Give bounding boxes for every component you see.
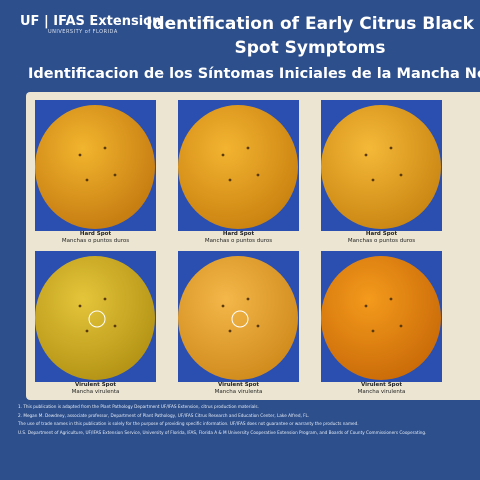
footer-line: The use of trade names in this publicati… bbox=[18, 421, 359, 426]
spot bbox=[221, 153, 225, 157]
photo-card: Virulent Spot Mancha virulenta bbox=[178, 251, 299, 396]
spot bbox=[228, 329, 232, 333]
fruit bbox=[178, 105, 298, 229]
spot bbox=[399, 173, 403, 177]
fruit bbox=[35, 105, 155, 229]
photo bbox=[178, 100, 299, 231]
fruit bbox=[178, 256, 298, 380]
spot bbox=[389, 146, 393, 150]
spot bbox=[103, 146, 107, 150]
spot bbox=[371, 329, 375, 333]
spot bbox=[78, 153, 82, 157]
spot bbox=[246, 297, 250, 301]
spot bbox=[228, 178, 232, 182]
fruit bbox=[321, 256, 441, 380]
spot bbox=[85, 178, 89, 182]
spot bbox=[364, 153, 368, 157]
photo-card: Virulent Spot Mancha virulenta bbox=[35, 251, 156, 396]
photo bbox=[321, 100, 442, 231]
subtitle: Identificacion de los Síntomas Iniciales… bbox=[28, 66, 480, 82]
caption-spanish: Manchas o puntos duros bbox=[204, 238, 273, 244]
spot bbox=[256, 173, 260, 177]
photo bbox=[35, 251, 156, 382]
photo bbox=[178, 251, 299, 382]
caption: Virulent Spot bbox=[217, 382, 260, 388]
spot bbox=[103, 297, 107, 301]
caption: Hard Spot bbox=[365, 231, 398, 237]
footer-line: 2. Megan M. Dewdney, associate professor… bbox=[18, 412, 310, 418]
photo-card: Hard Spot Manchas o puntos duros bbox=[35, 100, 156, 245]
spot bbox=[256, 324, 260, 328]
photo bbox=[35, 100, 156, 231]
highlight-ring bbox=[231, 310, 249, 328]
footer-line: 1. This publication is adapted from the … bbox=[18, 404, 259, 409]
spot bbox=[221, 304, 225, 308]
spot bbox=[389, 297, 393, 301]
photo-panel: Hard Spot Manchas o puntos duros Hard Spot… bbox=[26, 92, 480, 400]
photo-card: Hard Spot Manchas o puntos duros bbox=[178, 100, 299, 245]
spot bbox=[371, 178, 375, 182]
caption-spanish: Mancha virulenta bbox=[357, 389, 406, 395]
caption-spanish: Manchas o puntos duros bbox=[61, 238, 130, 244]
spot bbox=[246, 146, 250, 150]
caption: Hard Spot bbox=[79, 231, 112, 237]
spot bbox=[113, 324, 117, 328]
caption: Virulent Spot bbox=[360, 382, 403, 388]
spot bbox=[78, 304, 82, 308]
photo bbox=[321, 251, 442, 382]
title: Identification of Early Citrus Black Spo… bbox=[146, 14, 474, 58]
footer-line: U.S. Department of Agriculture, UF/IFAS … bbox=[18, 429, 427, 435]
caption: Virulent Spot bbox=[74, 382, 117, 388]
highlight-ring bbox=[88, 310, 106, 328]
logo: UF | IFAS Extension bbox=[20, 14, 162, 29]
caption: Hard Spot bbox=[222, 231, 255, 237]
fruit bbox=[321, 105, 441, 229]
caption-spanish: Manchas o puntos duros bbox=[347, 238, 416, 244]
caption-spanish: Mancha virulenta bbox=[71, 389, 120, 395]
fruit bbox=[35, 256, 155, 380]
spot bbox=[113, 173, 117, 177]
photo-card: Hard Spot Manchas o puntos duros bbox=[321, 100, 442, 245]
photo-card: Virulent Spot Mancha virulenta bbox=[321, 251, 442, 396]
spot bbox=[85, 329, 89, 333]
footer: 1. This publication is adapted from the … bbox=[18, 404, 478, 438]
logo-subtitle: UNIVERSITY of FLORIDA bbox=[48, 29, 118, 35]
spot bbox=[364, 304, 368, 308]
caption-spanish: Mancha virulenta bbox=[214, 389, 263, 395]
spot bbox=[399, 324, 403, 328]
